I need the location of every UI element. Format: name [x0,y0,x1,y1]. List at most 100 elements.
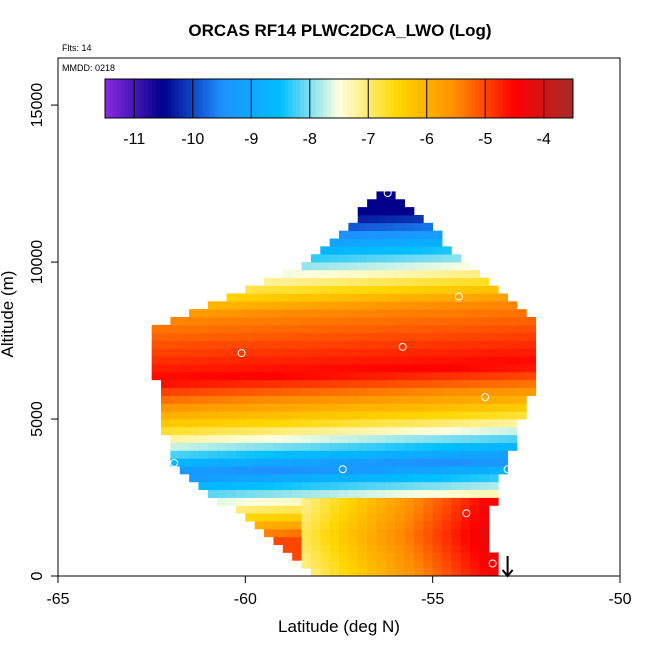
heatmap-cell [507,317,518,326]
heatmap-cell [245,489,256,498]
heatmap-cell [264,395,274,404]
heatmap-cell [282,324,293,334]
heatmap-cell [301,419,312,428]
heatmap-cell [367,207,377,216]
heatmap-cell [198,364,209,373]
colorbar-segment [140,79,145,118]
heatmap-cell [207,450,218,459]
heatmap-cell [310,364,321,373]
heatmap-cell [413,246,424,255]
heatmap-cell [264,505,274,514]
heatmap-cell [376,489,387,498]
heatmap-cell [442,364,452,373]
heatmap-cell [292,340,302,349]
heatmap-cell [442,395,452,404]
heatmap-cell [292,387,302,396]
heatmap-cell [301,442,312,451]
heatmap-cell [235,403,246,412]
heatmap-cell [488,473,499,483]
heatmap-cell [254,285,265,294]
heatmap-cell [479,371,490,381]
heatmap-cell [282,513,293,522]
heatmap-cell [329,293,340,302]
sample-point [338,465,347,474]
heatmap-cell [357,450,368,459]
heatmap-cell [217,364,227,373]
heatmap-cell [488,497,499,506]
heatmap-cell [310,309,321,318]
heatmap-cell [498,395,508,404]
colorbar-segment [491,79,496,118]
heatmap-cell [432,371,443,381]
heatmap-cell [367,505,377,514]
heatmap-cell [404,301,415,310]
heatmap-cell [395,568,405,577]
heatmap-cell [226,340,237,349]
heatmap-cell [170,426,181,436]
heatmap-cell [245,324,256,334]
heatmap-cell [226,466,237,475]
heatmap-cell [451,497,462,506]
heatmap-cell [226,411,237,420]
heatmap-cell [310,434,321,443]
heatmap-cell [217,301,227,310]
colorbar-segment [358,79,363,118]
heatmap-cell [339,560,349,569]
heatmap-cell [348,230,359,239]
heatmap-cell [310,544,321,553]
colorbar-segment [183,79,188,118]
colorbar-segment [179,79,184,118]
heatmap-cell [254,481,265,491]
heatmap-cell [395,199,405,208]
colorbar-segment [522,79,527,118]
heatmap-cell [254,387,265,396]
heatmap-cell [516,411,527,420]
heatmap-cell [404,497,415,506]
colorbar-segment [409,79,414,118]
heatmap-cell [339,348,349,357]
colorbar-segment [452,79,457,118]
heatmap-cell [385,568,396,577]
heatmap-cell [442,371,452,381]
heatmap-cell [282,473,293,483]
heatmap-cell [488,466,499,475]
colorbar-segment [557,79,562,118]
colorbar-segment [171,79,176,118]
heatmap-cell [526,371,537,381]
heatmap-cell [516,356,527,365]
heatmap-cell [423,434,434,443]
heatmap-cell [264,419,274,428]
heatmap-cell [442,521,452,530]
colorbar-segment [498,79,504,118]
heatmap-cell [376,544,387,553]
heatmap-cell [264,521,274,530]
heatmap-cell [479,466,490,475]
heatmap-cell [470,411,480,420]
heatmap-cell [451,332,462,341]
heatmap-cell [235,356,246,365]
heatmap-cell [507,340,518,349]
heatmap-cell [367,269,377,279]
heatmap-cell [310,528,321,538]
heatmap-cell [479,293,490,302]
heatmap-cell [357,528,368,538]
heatmap-cell [273,387,284,396]
heatmap-cell [235,466,246,475]
heatmap-cell [179,434,190,443]
heatmap-cell [442,293,452,302]
heatmap-cell [226,301,237,310]
heatmap-cell [348,285,359,294]
heatmap-cell [423,426,434,436]
heatmap-cell [264,426,274,436]
heatmap-cell [310,411,321,420]
heatmap-cell [413,489,424,498]
heatmap-cell [404,426,415,436]
heatmap-cell [413,309,424,318]
heatmap-cell [376,309,387,318]
heatmap-cell [460,442,471,451]
heatmap-cell [488,450,499,459]
heatmap-cell [207,379,218,389]
heatmap-cell [301,371,312,381]
heatmap-cell [498,317,508,326]
